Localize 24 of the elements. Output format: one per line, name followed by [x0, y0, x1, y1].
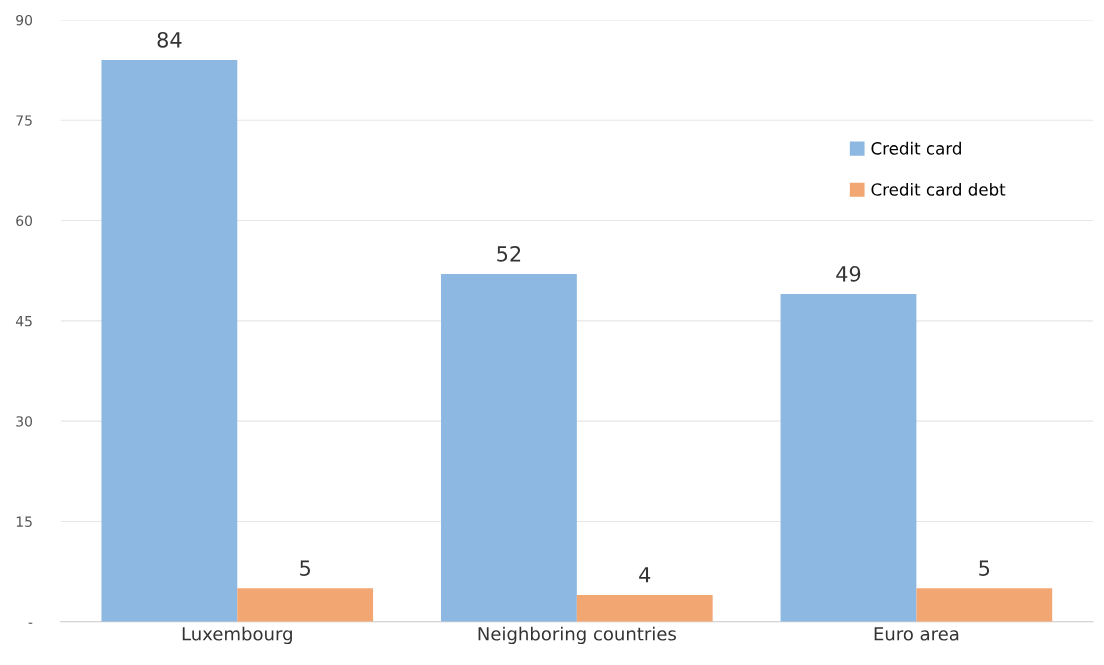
y-tick-label: 60 [16, 215, 33, 227]
legend-label: Credit card debt [871, 182, 1006, 196]
y-tick-label: 45 [15, 316, 32, 327]
data-label: 49 [836, 265, 861, 282]
legend-label: Credit card [871, 141, 961, 155]
bar [441, 274, 577, 622]
x-tick-label: Luxembourg [182, 626, 292, 645]
y-tick-label: - [28, 622, 33, 624]
data-label: 5 [300, 560, 311, 576]
bar [780, 294, 917, 622]
bar [237, 588, 374, 622]
y-tick-label: 75 [16, 115, 32, 126]
y-tick-label: 15 [16, 516, 32, 527]
data-label: 52 [497, 245, 521, 262]
data-label: 84 [157, 31, 182, 48]
x-tick-label: Neighboring countries [478, 626, 676, 645]
bar [576, 595, 713, 622]
data-label: 4 [639, 567, 651, 583]
x-tick-label: Euro area [874, 627, 959, 641]
bar [101, 60, 238, 622]
data-label: 5 [979, 560, 990, 576]
y-tick-label: 30 [16, 416, 33, 427]
y-tick-label: 90 [16, 14, 33, 26]
bar [916, 588, 1053, 622]
